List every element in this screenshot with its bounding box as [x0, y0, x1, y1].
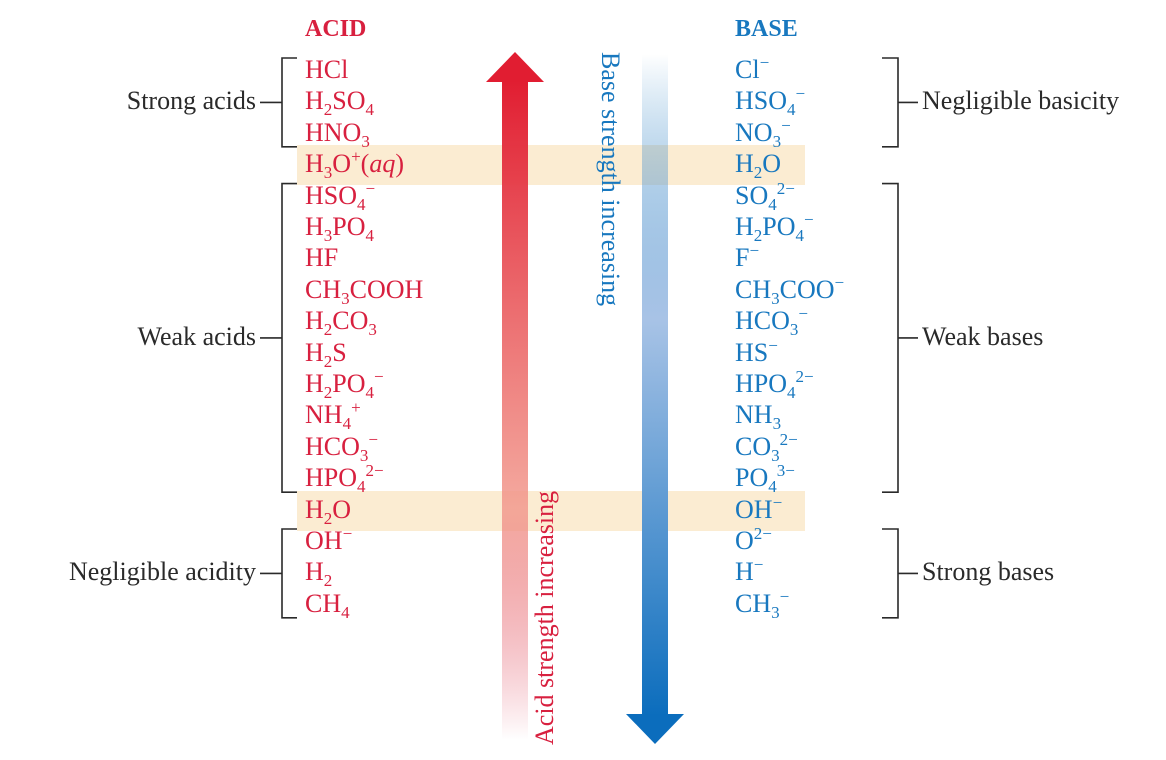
acid-group-bracket-2 [260, 528, 297, 619]
base-formula: OH− [735, 492, 783, 524]
acid-group-bracket-1 [260, 182, 297, 493]
base-formula: F− [735, 241, 760, 273]
base-formula: CH3− [735, 586, 790, 622]
base-group-bracket-0 [882, 57, 918, 148]
base-formula: NH3 [735, 400, 782, 434]
acid-formula: HCl [305, 55, 349, 84]
acid-formula: H2SO4 [305, 86, 375, 120]
base-formula: NO3− [735, 115, 791, 151]
highlight-band [297, 145, 805, 186]
acid-arrow-shaft [502, 80, 528, 740]
acid-group-label: Strong acids [126, 86, 256, 116]
base-column-header: BASE [735, 16, 798, 42]
acid-formula: CH3COOH [305, 274, 424, 308]
base-formula: H− [735, 555, 764, 587]
base-formula: CH3COO− [735, 272, 845, 308]
acid-formula: HPO42− [305, 461, 384, 497]
base-formula: O2− [735, 524, 772, 555]
acid-formula: H2O [305, 494, 352, 528]
base-strength-label: Base strength increasing [596, 52, 625, 307]
acid-group-label: Weak acids [137, 321, 256, 351]
acid-formula: H2 [305, 557, 333, 591]
acid-formula: OH− [305, 524, 353, 555]
base-arrow-shaft [642, 54, 668, 716]
base-strength-arrow [626, 54, 684, 744]
acid-formula: H2S [305, 337, 347, 371]
acid-formula: NH4+ [305, 398, 361, 434]
base-formula: H2PO4− [735, 210, 814, 245]
acid-formula: CH4 [305, 588, 350, 622]
highlight-band [297, 490, 805, 531]
acid-formula: H2CO3 [305, 306, 377, 340]
acid-group-bracket-0 [260, 57, 297, 148]
base-formula: HSO4− [735, 84, 806, 120]
acid-strength-label: Acid strength increasing [530, 490, 559, 745]
base-formula: HS− [735, 335, 778, 367]
base-group-bracket-2 [882, 528, 918, 619]
base-group-bracket-1 [882, 182, 918, 493]
acid-formula: HNO3 [305, 117, 370, 151]
base-arrow-head [626, 714, 684, 744]
base-group-label: Weak bases [922, 321, 1044, 351]
acid-group-label: Negligible acidity [68, 557, 256, 587]
base-formula: PO43− [735, 461, 795, 497]
base-formula: H2O [735, 149, 782, 183]
group-brackets [260, 57, 918, 619]
acid-column-header: ACID [305, 16, 367, 42]
acid-formula: H3O+(aq) [305, 147, 404, 183]
base-formula: Cl− [735, 53, 770, 84]
acid-formula: HSO4− [305, 178, 376, 214]
base-formula: CO32− [735, 429, 798, 465]
acid-formula: H2PO4− [305, 367, 384, 402]
base-formula: SO42− [735, 178, 795, 214]
base-formula: HPO42− [735, 367, 814, 402]
base-group-label: Strong bases [922, 557, 1055, 587]
base-formula: HCO3− [735, 304, 808, 340]
acid-arrow-head [486, 52, 544, 82]
acid-formula: HF [305, 243, 339, 273]
acid-formula: HCO3− [305, 429, 378, 465]
base-group-label: Negligible basicity [922, 86, 1120, 116]
acid-formula: H3PO4 [305, 212, 375, 245]
acid-strength-arrow [486, 52, 544, 740]
